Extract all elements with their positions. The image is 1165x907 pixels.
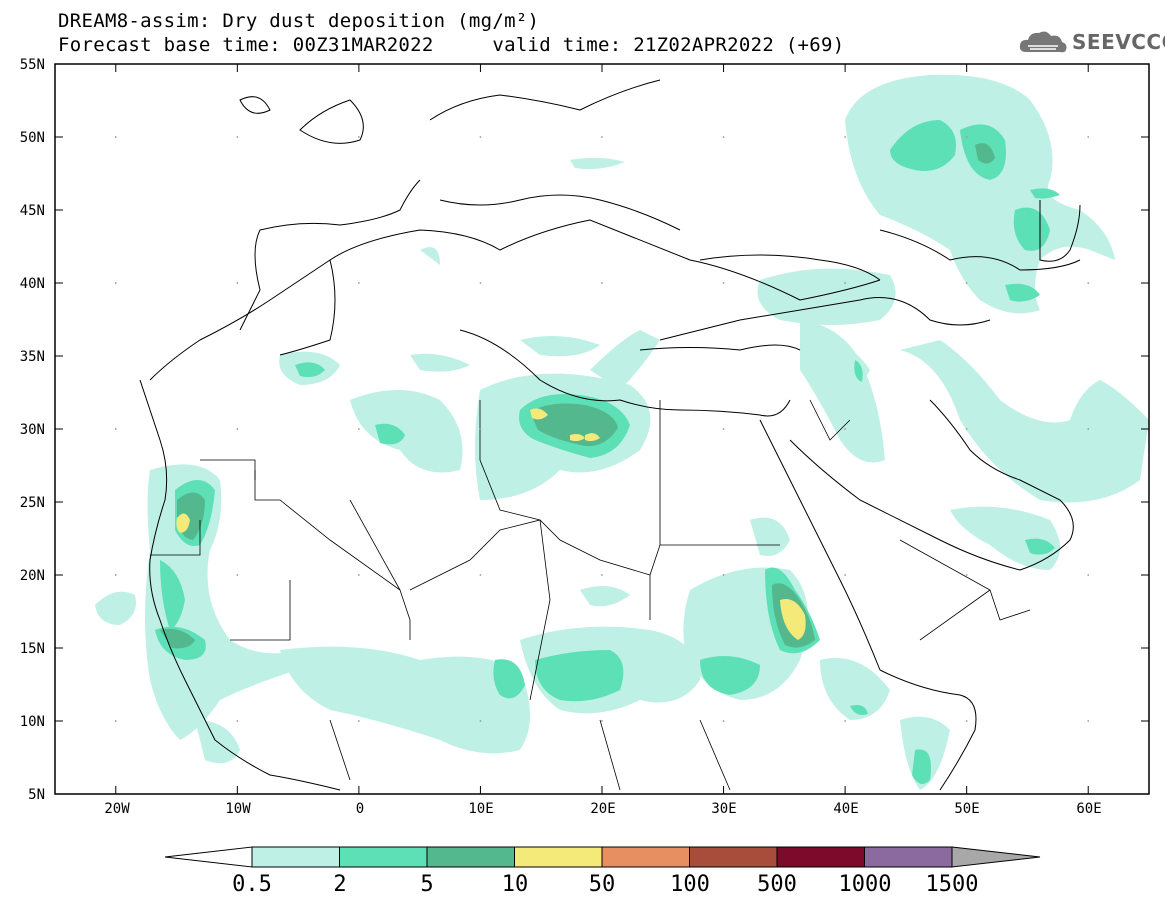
grid-dot — [601, 574, 603, 576]
lon-tick-label: 40E — [833, 801, 858, 817]
grid-dot — [236, 136, 239, 138]
lon-tick-label: 60E — [1076, 801, 1101, 817]
colorbar-low-arrow — [164, 846, 253, 868]
grid-dot — [479, 282, 482, 284]
grid-dot — [114, 428, 117, 430]
lat-tick-label: 50N — [20, 130, 45, 146]
colorbar-label: 0.5 — [232, 872, 272, 897]
map-subtitle: Forecast base time: 00Z31MAR2022 valid t… — [58, 34, 845, 56]
grid-dot — [722, 574, 725, 576]
cloud-logo-icon — [1019, 31, 1067, 53]
grid-dot — [479, 720, 482, 722]
grid-dot — [236, 282, 239, 284]
lon-tick-label: 0 — [356, 801, 364, 817]
grid-dot — [844, 136, 847, 138]
lat-tick-label: 20N — [20, 568, 45, 584]
grid-dot — [1087, 720, 1090, 722]
lon-tick-label: 50E — [954, 801, 979, 817]
grid-dot — [844, 282, 847, 284]
grid-dot — [479, 428, 482, 430]
lat-tick-label: 40N — [20, 276, 45, 292]
seevccc-logo: SEEVCCC — [1018, 28, 1165, 56]
grid-dot — [114, 720, 117, 722]
grid-dot — [601, 720, 603, 722]
lat-tick-label: 10N — [20, 714, 45, 730]
grid-dot — [1087, 428, 1090, 430]
grid-dot — [844, 574, 847, 576]
lat-tick-label: 25N — [20, 495, 45, 511]
grid-dot — [965, 136, 968, 138]
grid-dot — [357, 136, 360, 138]
grid-dot — [965, 574, 968, 576]
colorbar-box — [251, 846, 340, 868]
grid-dot — [114, 136, 117, 138]
colorbar-box — [339, 846, 428, 868]
lat-tick-label: 5N — [28, 787, 45, 803]
lat-tick-label: 35N — [20, 349, 45, 365]
grid-dot — [844, 428, 847, 430]
lat-tick-label: 45N — [20, 203, 45, 219]
colorbar-box — [426, 846, 515, 868]
lon-tick-label: 20E — [590, 801, 615, 817]
logo-text: SEEVCCC — [1072, 30, 1165, 54]
lat-tick-label: 15N — [20, 641, 45, 657]
colorbar-box — [689, 846, 778, 868]
grid-dot — [601, 428, 603, 430]
lon-tick-label: 20W — [104, 801, 130, 817]
grid-dot — [1087, 282, 1090, 284]
grid-dot — [722, 282, 725, 284]
colorbar-label: 2 — [333, 872, 346, 897]
grid-dot — [114, 282, 117, 284]
grid-dot — [1087, 136, 1090, 138]
colorbar-label: 50 — [589, 872, 616, 897]
colorbar-label: 10 — [502, 872, 529, 897]
colorbar-label: 100 — [670, 872, 710, 897]
colorbar: 0.5 2 5 10 50 100 500 1000 1500 — [164, 846, 1041, 897]
lon-tick-label: 10E — [468, 801, 493, 817]
colorbar-label: 1000 — [839, 872, 892, 897]
colorbar-label: 5 — [420, 872, 433, 897]
colorbar-box — [776, 846, 865, 868]
grid-dot — [965, 720, 968, 722]
grid-dot — [722, 720, 725, 722]
map-title: DREAM8-assim: Dry dust deposition (mg/m²… — [58, 10, 540, 32]
grid-dot — [357, 282, 360, 284]
lon-tick-label: 30E — [711, 801, 736, 817]
grid-dot — [722, 428, 725, 430]
grid-dot — [236, 720, 239, 722]
colorbar-high-arrow — [951, 846, 1041, 868]
grid-dot — [357, 720, 360, 722]
lat-tick-label: 55N — [20, 57, 45, 73]
colorbar-label: 1500 — [926, 872, 979, 897]
colorbar-box — [864, 846, 953, 868]
grid-dot — [357, 574, 360, 576]
grid-dot — [965, 428, 968, 430]
lon-tick-label: 10W — [225, 801, 251, 817]
lat-tick-label: 30N — [20, 422, 45, 438]
grid-dot — [844, 720, 847, 722]
grid-dot — [1087, 574, 1090, 576]
grid-dot — [722, 136, 725, 138]
grid-dot — [601, 136, 603, 138]
deposition-fields — [95, 74, 1149, 790]
grid-dot — [236, 428, 239, 430]
colorbar-box — [514, 846, 603, 868]
grid-dot — [357, 428, 360, 430]
grid-dot — [479, 574, 482, 576]
grid-dot — [965, 282, 968, 284]
grid-dot — [236, 574, 239, 576]
grid-dot — [601, 282, 603, 284]
grid-dot — [114, 574, 117, 576]
coastlines — [139, 79, 1081, 791]
grid-dot — [479, 136, 482, 138]
country-borders — [150, 399, 1031, 791]
colorbar-label: 500 — [757, 872, 797, 897]
colorbar-box — [601, 846, 690, 868]
